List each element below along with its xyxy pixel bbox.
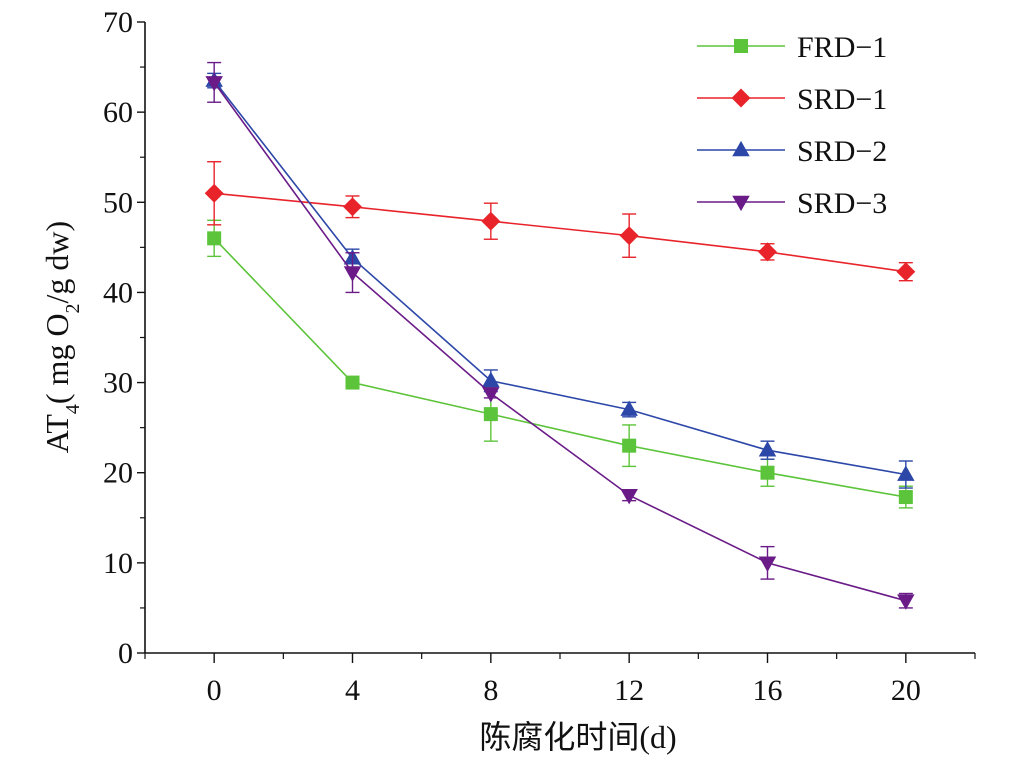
y-axis-title: AT4( mg O2/g dw) bbox=[39, 221, 84, 453]
x-tick-label: 4 bbox=[345, 674, 360, 707]
series-frd-1 bbox=[207, 219, 913, 509]
y-tick-label: 60 bbox=[103, 96, 133, 129]
data-point bbox=[896, 262, 916, 282]
legend-label: SRD−1 bbox=[797, 83, 887, 116]
y-axis-title-sub: 4 bbox=[62, 404, 84, 414]
data-point bbox=[758, 441, 777, 457]
legend-entry: SRD−1 bbox=[697, 83, 887, 116]
data-point bbox=[345, 375, 360, 390]
data-point bbox=[204, 183, 224, 203]
data-point bbox=[897, 594, 915, 610]
data-point bbox=[483, 407, 498, 422]
y-tick-label: 70 bbox=[103, 6, 133, 39]
series-srd-3 bbox=[205, 61, 915, 610]
data-point bbox=[207, 231, 222, 246]
y-tick-label: 0 bbox=[118, 637, 133, 670]
legend-label: FRD−1 bbox=[797, 31, 887, 64]
y-axis-title-unit-open: ( mg O bbox=[39, 313, 75, 404]
legend-entry: SRD−2 bbox=[697, 135, 887, 168]
series-group bbox=[204, 61, 916, 610]
series-line bbox=[213, 237, 906, 498]
legend-label: SRD−3 bbox=[797, 187, 887, 220]
y-axis-title-unit-close: /g dw) bbox=[39, 221, 75, 304]
data-point bbox=[897, 465, 915, 481]
y-tick-label: 40 bbox=[103, 276, 133, 309]
y-tick-label: 50 bbox=[103, 186, 133, 219]
y-tick-label: 30 bbox=[103, 367, 133, 400]
data-point bbox=[343, 266, 362, 282]
data-point bbox=[760, 465, 775, 480]
legend-label: SRD−2 bbox=[797, 135, 887, 168]
x-tick-label: 8 bbox=[483, 674, 498, 707]
legend-entry: SRD−3 bbox=[697, 187, 887, 220]
legend-marker bbox=[732, 140, 750, 157]
series-line bbox=[214, 192, 906, 273]
data-point bbox=[620, 400, 638, 416]
y-tick-label: 10 bbox=[103, 547, 133, 580]
data-point bbox=[622, 438, 637, 453]
series-srd-1 bbox=[204, 161, 916, 282]
legend-marker bbox=[731, 88, 751, 108]
data-point bbox=[343, 197, 362, 217]
series-line bbox=[213, 80, 906, 476]
data-point bbox=[205, 76, 223, 92]
series-line bbox=[213, 81, 907, 602]
data-point bbox=[758, 556, 777, 572]
data-point bbox=[758, 242, 777, 262]
y-axis-title-unit-sub: 2 bbox=[62, 303, 84, 313]
data-point bbox=[481, 211, 501, 231]
x-tick-label: 20 bbox=[891, 674, 921, 707]
data-point bbox=[620, 488, 638, 505]
legend-marker bbox=[734, 39, 748, 53]
legend-entry: FRD−1 bbox=[697, 31, 887, 64]
y-tick-label: 20 bbox=[103, 457, 133, 490]
data-point bbox=[482, 387, 500, 403]
x-axis-title: 陈腐化时间(d) bbox=[479, 719, 676, 755]
x-tick-label: 0 bbox=[207, 674, 222, 707]
legend-marker bbox=[732, 195, 750, 212]
x-tick-label: 12 bbox=[614, 674, 644, 707]
data-point bbox=[898, 490, 913, 505]
y-axis-title-main: AT bbox=[39, 414, 75, 454]
x-tick-label: 16 bbox=[753, 674, 783, 707]
data-point bbox=[482, 371, 500, 388]
axes: 0 10 20 30 40 50 60 70 0 4 8 12 16 20 bbox=[103, 6, 976, 707]
legend-background bbox=[685, 22, 935, 234]
data-point bbox=[619, 226, 639, 246]
legend: FRD−1 SRD−1 SRD−2 SRD−3 bbox=[685, 22, 935, 234]
